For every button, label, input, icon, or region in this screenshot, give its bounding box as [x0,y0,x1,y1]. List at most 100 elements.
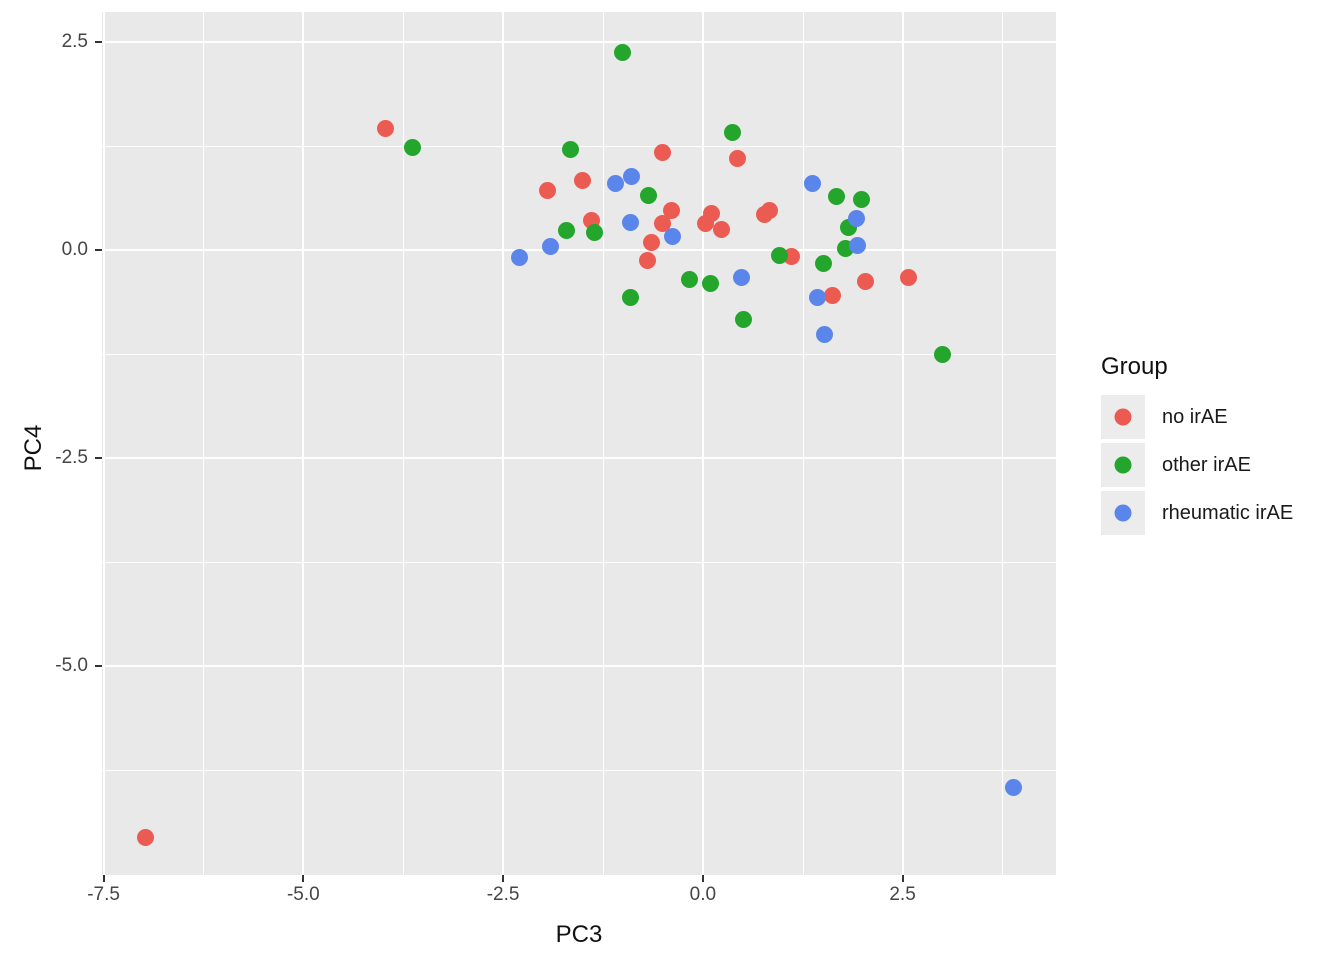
major-gridline-horizontal [102,665,1056,668]
data-point [654,144,672,162]
x-tick-mark [102,875,105,882]
data-point [735,310,753,328]
legend: Group no irAE other irAE rheumatic irAE [1101,352,1293,535]
minor-gridline-vertical [602,12,604,875]
data-point [680,270,698,288]
data-point [771,247,789,265]
data-point [827,188,845,206]
x-tick-label: -5.0 [286,884,320,905]
legend-swatch-dot [1114,504,1132,522]
legend-swatch-dot [1114,456,1132,474]
legend-item: other irAE [1101,443,1293,487]
data-point [808,288,826,306]
data-point [621,214,639,232]
x-tick-label: 2.5 [889,884,916,905]
major-gridline-vertical [701,12,704,875]
legend-key [1101,395,1145,439]
data-point [663,202,681,220]
legend-item-label: other irAE [1162,453,1251,476]
data-point [761,202,779,220]
minor-gridline-vertical [1002,12,1004,875]
legend-title: Group [1101,353,1168,380]
major-gridline-horizontal [102,40,1056,43]
data-point [823,287,841,305]
data-point [712,220,730,238]
data-point [899,268,917,286]
legend-item: rheumatic irAE [1101,491,1293,535]
y-tick-mark [95,40,102,43]
major-gridline-horizontal [102,249,1056,251]
y-tick-mark [95,457,102,460]
data-point [934,345,952,363]
data-point [585,224,603,242]
minor-gridline-vertical [403,12,405,875]
data-point [404,139,422,157]
plot-panel [102,12,1056,875]
data-point [539,181,557,199]
data-point [1005,779,1023,797]
x-tick-mark [701,875,704,882]
data-point [803,174,821,192]
major-gridline-vertical [302,12,305,875]
x-tick-label: -7.5 [87,884,120,905]
minor-gridline-vertical [203,12,205,875]
data-point [561,140,579,158]
y-tick-label: 2.5 [61,30,88,52]
data-point [663,228,681,246]
data-point [814,254,832,272]
minor-gridline-horizontal [102,770,1056,772]
data-point [857,273,875,291]
y-axis-title: PC4 [20,424,47,472]
x-axis-title: PC3 [555,921,603,948]
x-tick-mark [302,875,305,882]
data-point [574,172,592,190]
minor-gridline-horizontal [102,145,1056,147]
data-point [701,274,719,292]
data-point [733,268,751,286]
x-tick-label: 0.0 [689,884,717,905]
major-gridline-vertical [102,12,105,875]
data-point [654,214,672,232]
data-point [623,168,641,186]
legend-item-label: no irAE [1162,405,1228,428]
y-tick-label: 0.0 [61,239,88,260]
major-gridline-vertical [901,12,904,875]
data-point [136,829,154,847]
y-tick-label: -2.5 [55,447,88,469]
legend-item: no irAE [1101,395,1293,439]
x-tick-label: -2.5 [486,884,520,905]
legend-item-label: rheumatic irAE [1162,501,1294,524]
data-point [728,149,746,167]
legend-key [1101,443,1145,487]
data-point [557,221,575,239]
legend-items: no irAE other irAE rheumatic irAE [1101,395,1293,535]
data-point [723,124,741,142]
minor-gridline-vertical [802,12,804,875]
minor-gridline-horizontal [102,354,1056,356]
data-point [639,252,657,270]
x-tick-mark [901,875,904,882]
x-tick-mark [502,875,505,882]
minor-gridline-horizontal [102,562,1056,564]
data-point [541,238,559,256]
y-tick-label: -5.0 [55,655,88,677]
major-gridline-horizontal [102,457,1056,460]
data-point [853,190,871,208]
data-point [377,120,395,137]
y-tick-mark [95,665,102,668]
major-gridline-vertical [502,12,505,875]
legend-swatch-dot [1114,408,1132,426]
data-point [848,236,866,254]
data-point [621,288,639,306]
data-point [815,325,833,343]
data-point [703,204,721,222]
data-point [847,209,865,227]
data-point [643,234,661,252]
data-point [510,249,528,266]
y-tick-mark [95,249,102,251]
data-point [640,186,657,204]
data-point [607,174,625,192]
data-point [614,44,632,62]
legend-key [1101,491,1145,535]
